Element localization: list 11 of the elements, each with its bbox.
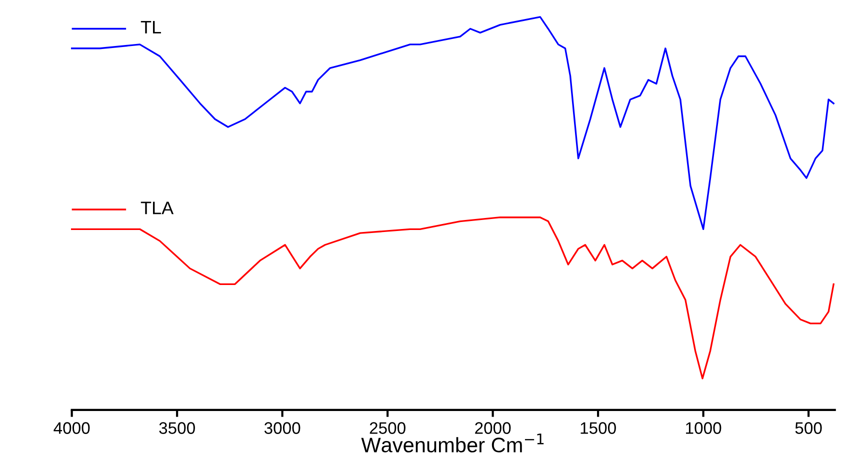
x-tick-label: 500 [795, 422, 822, 434]
x-tick-label: 2000 [475, 422, 511, 434]
x-tick-label: 3500 [159, 422, 195, 434]
x-tick-label: 4000 [54, 422, 90, 434]
legend-label: TLA [140, 202, 174, 214]
legend-label: TL [140, 20, 161, 34]
x-tick-label: 1000 [686, 422, 722, 434]
x-tick-label: 2500 [370, 422, 406, 434]
x-tick-label: 1500 [580, 422, 616, 434]
x-tick-label: 3000 [264, 422, 300, 434]
x-axis-title: Wavenumber Cm$^{−1}$ [361, 434, 544, 452]
